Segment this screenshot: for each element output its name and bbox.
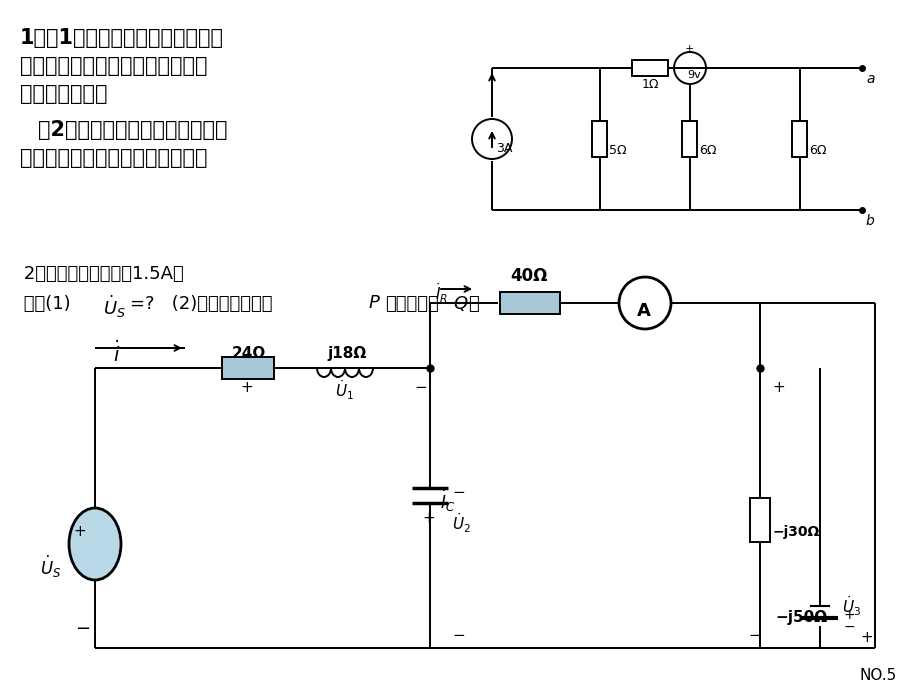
Text: −: − (75, 620, 90, 638)
Text: $\dot{U}_2$: $\dot{U}_2$ (451, 511, 471, 535)
Text: 和无功功率: 和无功功率 (384, 295, 438, 313)
Text: −j50Ω: −j50Ω (774, 610, 826, 625)
Text: 电路（要求画出等效电路图，求出: 电路（要求画出等效电路图，求出 (20, 56, 208, 76)
Text: $\dot{U}_3$: $\dot{U}_3$ (841, 594, 860, 618)
Text: 。: 。 (468, 295, 478, 313)
Text: 获得最大功率？最大功率为多少？: 获得最大功率？最大功率为多少？ (20, 148, 208, 168)
Text: $\dot{U}_S$: $\dot{U}_S$ (40, 554, 62, 580)
Text: 5Ω: 5Ω (608, 144, 626, 157)
Bar (682, 121, 697, 157)
Text: −j30Ω: −j30Ω (772, 525, 820, 539)
Text: 2、已知电流表读数为1.5A。: 2、已知电流表读数为1.5A。 (18, 265, 184, 283)
Text: +: + (843, 608, 855, 622)
Text: A: A (636, 302, 650, 320)
Bar (592, 121, 607, 157)
Text: =?   (2)电路的有功功率: =? (2)电路的有功功率 (130, 295, 272, 313)
Text: +: + (73, 524, 85, 540)
Text: −: − (843, 620, 855, 634)
Text: （2）它接上多大负载时，负载上: （2）它接上多大负载时，负载上 (38, 120, 227, 140)
Bar (749, 498, 769, 542)
Text: −: − (747, 628, 760, 643)
Text: +: + (422, 511, 435, 526)
Text: 相应的参数）；: 相应的参数）； (20, 84, 108, 104)
Text: 24Ω: 24Ω (232, 346, 266, 361)
Text: 9v: 9v (686, 70, 700, 80)
Text: $\dot{U}_1$: $\dot{U}_1$ (335, 378, 354, 402)
Text: $Q$: $Q$ (452, 294, 468, 313)
Text: 40Ω: 40Ω (509, 267, 547, 285)
Text: −: − (414, 380, 426, 395)
Text: $\dot{I}_C$: $\dot{I}_C$ (439, 488, 455, 513)
Ellipse shape (69, 508, 121, 580)
Text: 1Ω: 1Ω (641, 78, 659, 91)
Text: b: b (865, 214, 874, 228)
Text: 6Ω: 6Ω (698, 144, 716, 157)
Bar (221, 357, 274, 379)
Text: $P$: $P$ (368, 294, 380, 312)
Text: +: + (685, 44, 694, 54)
Bar (499, 292, 560, 314)
Text: +: + (771, 380, 784, 395)
Text: 求：(1): 求：(1) (18, 295, 71, 313)
Text: $\dot{U}_S$: $\dot{U}_S$ (103, 294, 126, 320)
Text: NO.5: NO.5 (859, 668, 896, 683)
Text: −: − (451, 628, 464, 643)
Text: +: + (859, 630, 872, 645)
Text: a: a (865, 72, 874, 86)
Text: 3A: 3A (495, 142, 512, 155)
Text: 1、（1）求图示电路的戴维南等效: 1、（1）求图示电路的戴维南等效 (20, 28, 223, 48)
Text: j18Ω: j18Ω (326, 346, 366, 361)
Bar (631, 60, 667, 76)
Text: $\dot{i}$: $\dot{i}$ (113, 340, 120, 366)
Text: −: − (451, 485, 464, 500)
Text: +: + (240, 380, 253, 395)
Text: $\dot{I}_R$: $\dot{I}_R$ (435, 281, 448, 304)
Bar (791, 121, 807, 157)
Text: 6Ω: 6Ω (808, 144, 825, 157)
